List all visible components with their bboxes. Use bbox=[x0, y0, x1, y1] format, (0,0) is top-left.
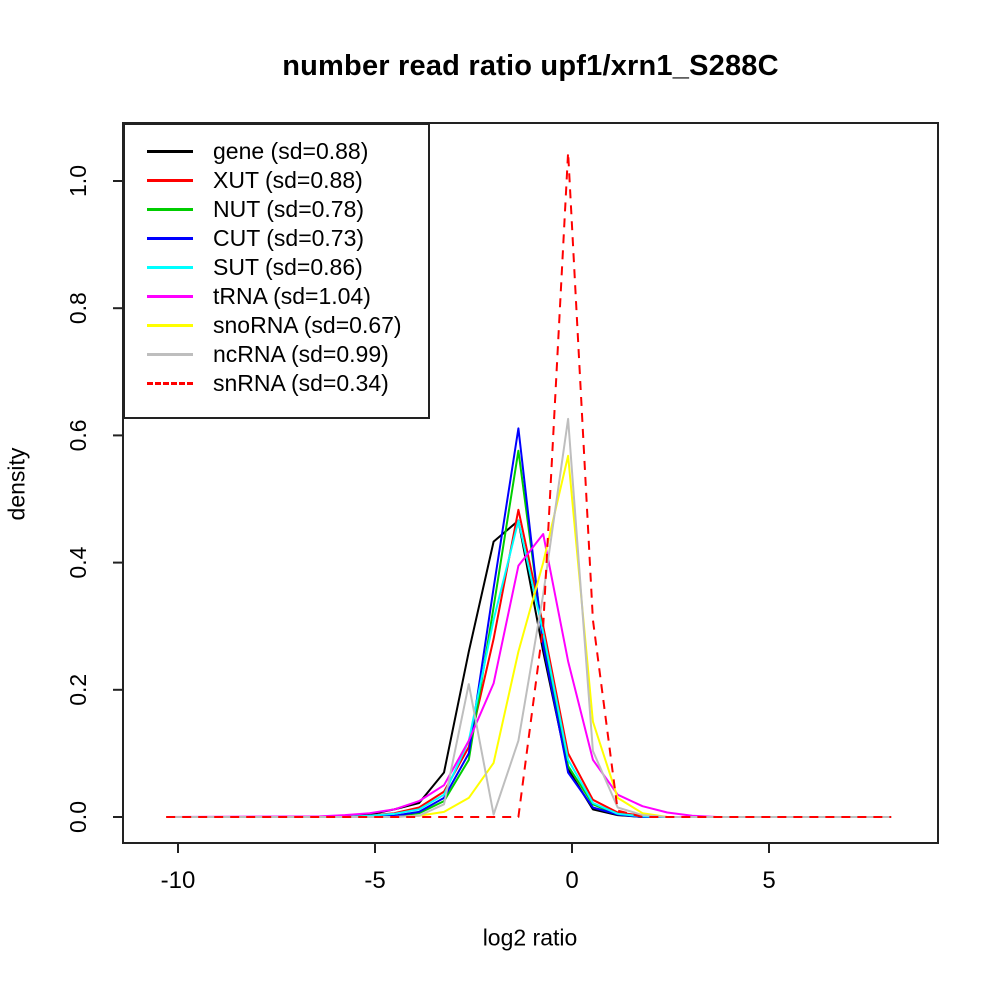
y-tick-label: 0.6 bbox=[65, 419, 91, 451]
legend-item-gene: gene (sd=0.88) bbox=[125, 137, 428, 166]
legend-box: gene (sd=0.88) XUT (sd=0.88) NUT (sd=0.78)… bbox=[123, 123, 430, 419]
legend-label: tRNA (sd=1.04) bbox=[213, 283, 371, 309]
series-SUT bbox=[166, 519, 892, 818]
y-tick-label: 0.8 bbox=[65, 292, 91, 324]
x-tick-label: 5 bbox=[762, 867, 775, 894]
x-axis-title: log2 ratio bbox=[482, 924, 578, 951]
x-tick-label: -10 bbox=[161, 867, 196, 894]
legend-label: snRNA (sd=0.34) bbox=[213, 370, 389, 396]
legend-line-swatch bbox=[147, 150, 193, 153]
legend-label: NUT (sd=0.78) bbox=[213, 196, 365, 222]
series-CUT bbox=[166, 427, 892, 818]
legend-line-swatch bbox=[147, 237, 193, 240]
legend-item-SUT: SUT (sd=0.86) bbox=[125, 253, 428, 282]
series-snRNA bbox=[166, 151, 892, 818]
legend-line-swatch bbox=[147, 266, 193, 269]
legend-label: snoRNA (sd=0.67) bbox=[213, 312, 402, 338]
chart-title: number read ratio upf1/xrn1_S288C bbox=[282, 50, 779, 82]
legend-item-tRNA: tRNA (sd=1.04) bbox=[125, 282, 428, 311]
y-tick-label: 0.0 bbox=[65, 801, 91, 833]
legend-item-ncRNA: ncRNA (sd=0.99) bbox=[125, 340, 428, 369]
y-tick-label: 0.2 bbox=[65, 674, 91, 706]
legend-item-snRNA: snRNA (sd=0.34) bbox=[125, 369, 428, 398]
x-tick-label: 0 bbox=[565, 867, 578, 894]
x-tick-label: -5 bbox=[364, 867, 385, 894]
legend-item-snoRNA: snoRNA (sd=0.67) bbox=[125, 311, 428, 340]
legend-line-swatch bbox=[147, 208, 193, 211]
legend-label: CUT (sd=0.73) bbox=[213, 225, 365, 251]
series-tRNA bbox=[166, 533, 892, 818]
legend-item-XUT: XUT (sd=0.88) bbox=[125, 166, 428, 195]
legend-label: ncRNA (sd=0.99) bbox=[213, 341, 389, 367]
y-tick-label: 0.4 bbox=[65, 546, 91, 578]
y-tick-label: 1.0 bbox=[65, 165, 91, 197]
legend-line-swatch bbox=[147, 295, 193, 298]
legend-label: gene (sd=0.88) bbox=[213, 138, 369, 164]
legend-item-CUT: CUT (sd=0.73) bbox=[125, 224, 428, 253]
legend-item-NUT: NUT (sd=0.78) bbox=[125, 195, 428, 224]
series-NUT bbox=[166, 449, 892, 818]
y-axis-title: density bbox=[3, 447, 30, 521]
legend-line-swatch bbox=[147, 179, 193, 182]
legend-line-swatch bbox=[147, 382, 193, 385]
series-XUT bbox=[166, 508, 892, 818]
legend-label: SUT (sd=0.86) bbox=[213, 254, 363, 280]
legend-line-swatch bbox=[147, 324, 193, 327]
legend-line-swatch bbox=[147, 353, 193, 356]
plot-box bbox=[122, 122, 939, 844]
legend-label: XUT (sd=0.88) bbox=[213, 167, 363, 193]
